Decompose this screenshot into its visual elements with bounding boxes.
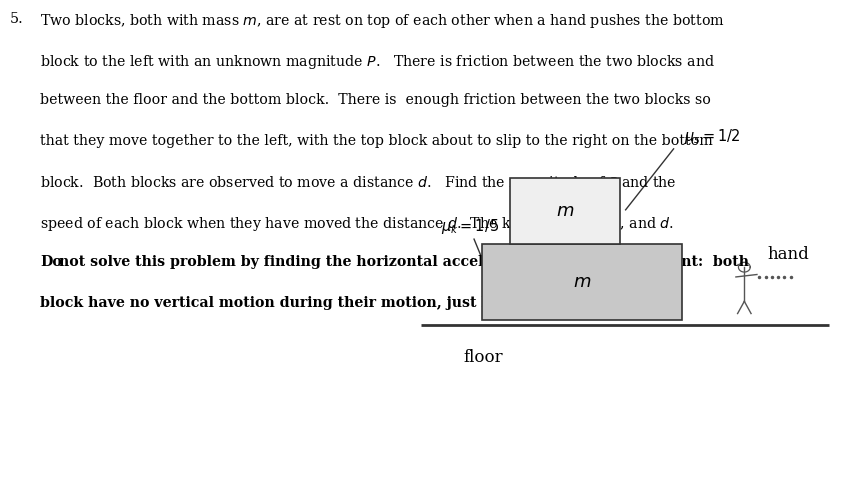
Text: Two blocks, both with mass $m$, are at rest on top of each other when a hand pus: Two blocks, both with mass $m$, are at r… bbox=[40, 12, 725, 30]
Text: 5.: 5. bbox=[10, 12, 24, 26]
Text: speed of each block when they have moved the distance $d$.  The knowns are $m$, : speed of each block when they have moved… bbox=[40, 215, 674, 233]
Text: Do: Do bbox=[40, 255, 62, 269]
Text: $m$: $m$ bbox=[573, 273, 591, 290]
Text: not solve this problem by finding the horizontal accelerations of the block.  Hi: not solve this problem by finding the ho… bbox=[59, 255, 749, 269]
Text: $\mu_s = 1/2$: $\mu_s = 1/2$ bbox=[684, 127, 741, 146]
Text: $\mu_k = 1/5$: $\mu_k = 1/5$ bbox=[441, 218, 499, 236]
Text: $m$: $m$ bbox=[556, 203, 574, 220]
Text: between the floor and the bottom block.  There is  enough friction between the t: between the floor and the bottom block. … bbox=[40, 93, 711, 107]
Text: that they move together to the left, with the top block about to slip to the rig: that they move together to the left, wit… bbox=[40, 134, 713, 148]
Bar bbox=[510, 178, 620, 244]
Text: block have no vertical motion during their motion, just horizontal motion.: block have no vertical motion during the… bbox=[40, 296, 629, 310]
Text: block.  Both blocks are observed to move a distance $d$.   Find the magnitude of: block. Both blocks are observed to move … bbox=[40, 174, 677, 192]
Text: floor: floor bbox=[463, 349, 504, 366]
Bar bbox=[482, 244, 682, 320]
Text: hand: hand bbox=[768, 246, 810, 263]
Text: block to the left with an unknown magnitude $P$.   There is friction between the: block to the left with an unknown magnit… bbox=[40, 53, 716, 71]
